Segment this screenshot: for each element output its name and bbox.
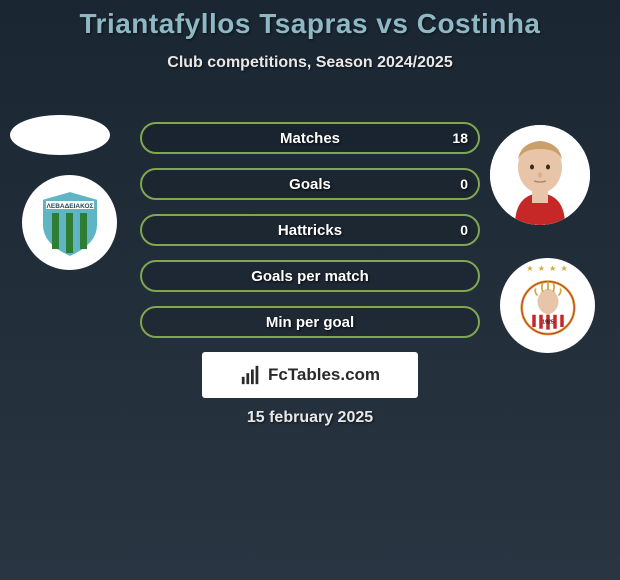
club2-badge: ★ ★ ★ ★ 1925: [500, 258, 595, 353]
stat-row: Goals per match: [140, 260, 480, 292]
club1-badge: ΛΕΒΑΔΕΙΑΚΟΣ: [22, 175, 117, 270]
stat-value-right: 0: [460, 222, 468, 238]
stat-label: Matches: [280, 130, 340, 147]
club1-shield-icon: ΛΕΒΑΔΕΙΑΚΟΣ: [30, 183, 110, 263]
page-title: Triantafyllos Tsapras vs Costinha: [0, 0, 620, 40]
chart-icon: [240, 364, 262, 386]
club2-stars-icon: ★ ★ ★ ★: [526, 264, 568, 273]
date-text: 15 february 2025: [0, 409, 620, 427]
player2-avatar: [490, 125, 590, 225]
stat-label: Hattricks: [278, 222, 342, 239]
stat-row: Matches 18: [140, 122, 480, 154]
club2-founded: 1925: [542, 319, 554, 325]
brand-text: FcTables.com: [268, 365, 380, 385]
player1-avatar: [10, 115, 110, 155]
subtitle: Club competitions, Season 2024/2025: [0, 54, 620, 72]
stat-value-right: 0: [460, 176, 468, 192]
stat-label: Goals: [289, 176, 331, 193]
stat-row: Hattricks 0: [140, 214, 480, 246]
stat-label: Goals per match: [251, 268, 369, 285]
club1-label: ΛΕΒΑΔΕΙΑΚΟΣ: [46, 203, 93, 210]
club2-crest-icon: 1925: [513, 271, 583, 341]
stat-label: Min per goal: [266, 314, 354, 331]
stats-container: Matches 18 Goals 0 Hattricks 0 Goals per match…: [140, 122, 480, 352]
stat-value-right: 18: [452, 130, 468, 146]
stat-row: Goals 0: [140, 168, 480, 200]
player-face-icon: [490, 125, 590, 225]
brand-badge[interactable]: FcTables.com: [202, 352, 418, 398]
stat-row: Min per goal: [140, 306, 480, 338]
